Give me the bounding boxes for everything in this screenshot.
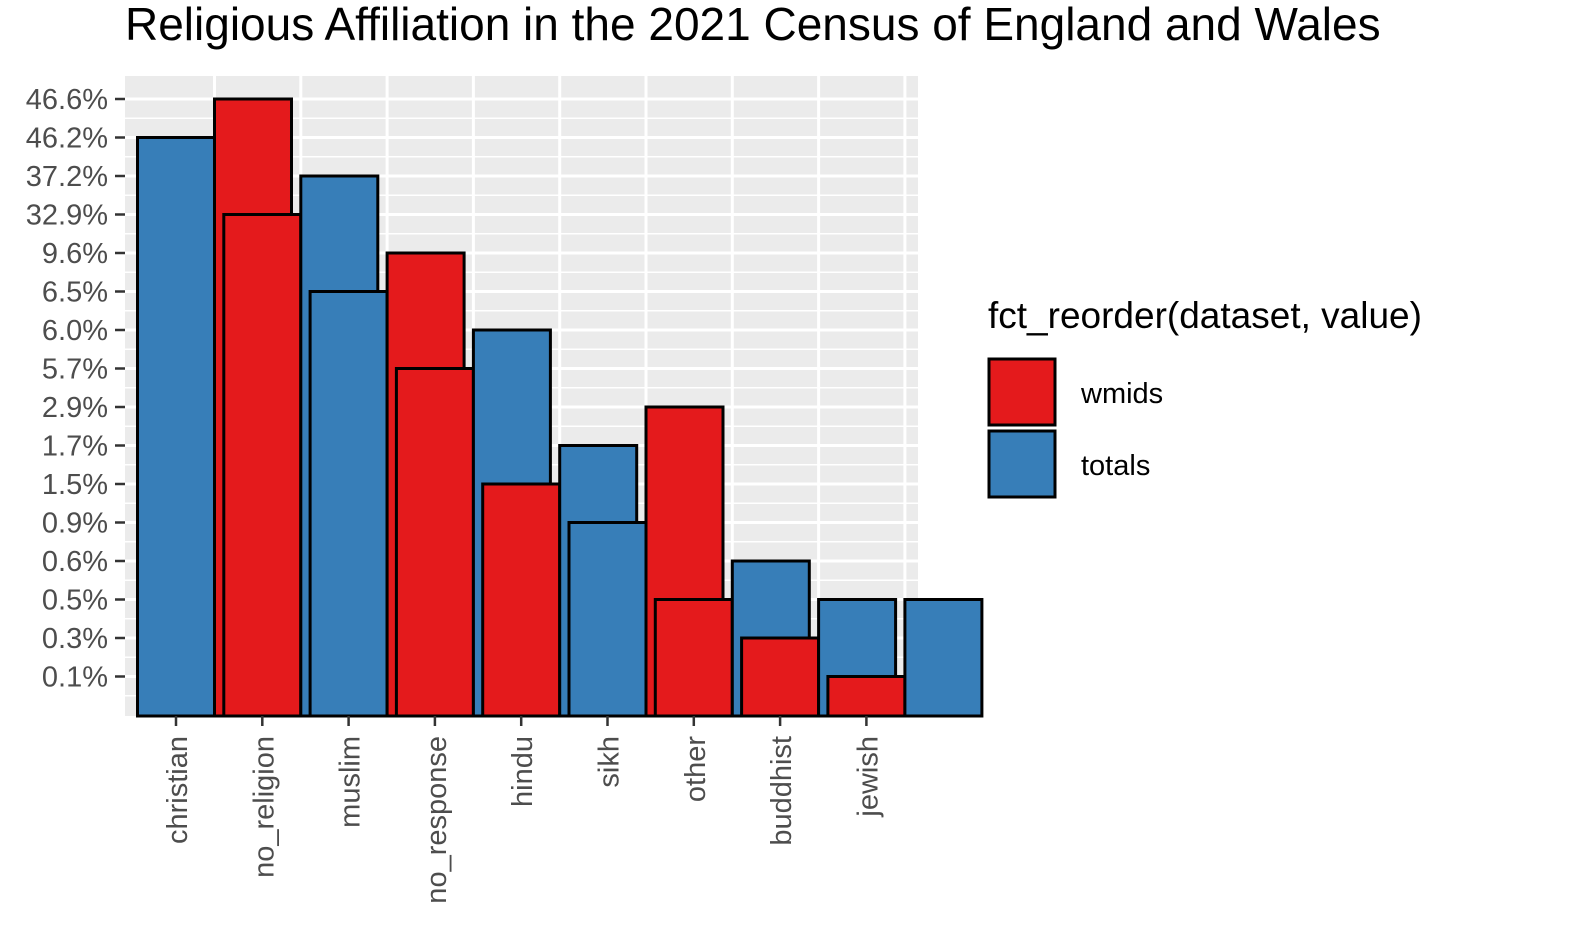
y-tick-label: 1.5% bbox=[42, 469, 108, 501]
bar-hindu-wmids bbox=[481, 482, 562, 718]
legend-swatch-totals bbox=[987, 429, 1057, 499]
legend-swatch-wmids bbox=[987, 357, 1057, 427]
x-tick-label: other bbox=[680, 736, 712, 802]
x-tick-label: christian bbox=[162, 736, 194, 844]
y-tick-label: 46.6% bbox=[26, 84, 108, 116]
y-tick-label: 37.2% bbox=[26, 161, 108, 193]
y-tick-label: 32.9% bbox=[26, 200, 108, 232]
x-tick-label: jewish bbox=[852, 736, 884, 818]
x-tick-label: hindu bbox=[507, 736, 539, 807]
bar-no_religion-wmids bbox=[222, 213, 303, 718]
y-tick-label: 6.5% bbox=[42, 277, 108, 309]
y-tick-label: 0.6% bbox=[42, 546, 108, 578]
x-tick-label: sikh bbox=[594, 736, 626, 788]
bar-christian-totals bbox=[136, 136, 216, 718]
y-tick-label: 0.5% bbox=[42, 585, 108, 617]
legend-title: fct_reorder(dataset, value) bbox=[988, 295, 1422, 336]
bar-jewish-wmids bbox=[826, 675, 907, 718]
y-tick-label: 1.7% bbox=[42, 431, 108, 463]
y-tick-label: 0.9% bbox=[42, 508, 108, 540]
x-axis: christian no_religion muslim no_response hin… bbox=[162, 716, 884, 904]
x-tick-label: buddhist bbox=[766, 736, 798, 846]
bar-buddhist-wmids bbox=[740, 636, 821, 718]
y-tick-label: 2.9% bbox=[42, 392, 108, 424]
legend-label-totals: totals bbox=[1081, 450, 1150, 482]
y-axis: 0.1% 0.3% 0.5% 0.6% 0.9% 1.5% 1.7% 2.9% 5.7% 6.0%… bbox=[26, 84, 125, 694]
y-tick-label: 0.1% bbox=[42, 662, 108, 694]
chart-title: Religious Affiliation in the 2021 Census… bbox=[125, 0, 1381, 50]
y-tick-label: 6.0% bbox=[42, 315, 108, 347]
bar-sikh-totals bbox=[567, 521, 648, 718]
legend-entries: wmids totals bbox=[987, 357, 1163, 499]
y-tick-label: 5.7% bbox=[42, 354, 108, 386]
bar-jewish-totals bbox=[903, 598, 984, 718]
y-tick-label: 46.2% bbox=[26, 123, 108, 155]
y-tick-label: 0.3% bbox=[42, 623, 108, 655]
x-tick-label: no_religion bbox=[248, 736, 280, 878]
bar-no_response-wmids bbox=[394, 367, 475, 718]
x-tick-label: no_response bbox=[421, 736, 453, 904]
legend-label-wmids: wmids bbox=[1080, 378, 1163, 410]
bar-other-wmids bbox=[653, 598, 734, 718]
x-tick-label: muslim bbox=[335, 736, 367, 828]
y-tick-label: 9.6% bbox=[42, 238, 108, 270]
bars bbox=[136, 97, 984, 718]
bar-muslim-totals bbox=[308, 290, 389, 718]
legend: fct_reorder(dataset, value) wmids totals bbox=[987, 295, 1422, 499]
